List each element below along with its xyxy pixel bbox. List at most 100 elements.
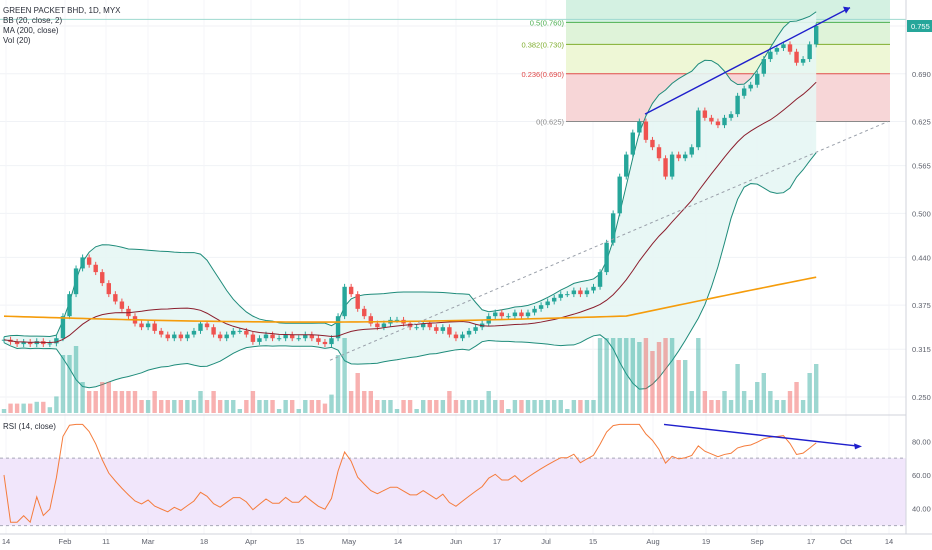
- volume-bar: [781, 400, 786, 413]
- candle-body: [781, 44, 786, 49]
- candle-body: [584, 290, 590, 295]
- volume-bar: [532, 400, 537, 413]
- candle-body: [637, 121, 642, 133]
- volume-bar: [348, 391, 354, 413]
- candle-body: [217, 334, 223, 339]
- volume-bar: [617, 338, 622, 413]
- candle-body: [165, 334, 170, 339]
- time-axis[interactable]: 14 Feb 11 Mar 18 Apr 15 May 14 Jun 17 Jul 15 Aug 19 Sep…: [2, 537, 893, 546]
- trend-lines[interactable]: [329, 6, 889, 361]
- candle-body: [715, 121, 721, 126]
- time-tick-label: Feb: [59, 537, 72, 546]
- volume-bar: [414, 409, 419, 413]
- volume-bar: [126, 391, 131, 413]
- volume-bar: [493, 400, 498, 413]
- candle-body: [100, 272, 105, 284]
- volume-bar: [434, 400, 439, 413]
- candle-body: [506, 316, 511, 318]
- time-tick-label: Aug: [646, 537, 659, 546]
- symbol-title[interactable]: GREEN PACKET BHD, 1D, MYX: [3, 6, 121, 15]
- time-tick-label: 14: [2, 537, 10, 546]
- volume-bar: [715, 400, 721, 413]
- volume-bar: [794, 382, 799, 413]
- candle-body: [28, 341, 33, 345]
- volume-bar: [47, 407, 53, 413]
- candle-body: [204, 323, 210, 328]
- candle-body: [591, 286, 596, 291]
- time-tick-label: Mar: [142, 537, 155, 546]
- volume-bar: [814, 364, 819, 413]
- candle-body: [447, 327, 452, 335]
- price-tick-label: 0.690: [912, 70, 931, 79]
- volume-bar: [244, 400, 249, 413]
- volume-bar: [335, 355, 341, 413]
- candle-body: [211, 327, 216, 335]
- candle-body: [741, 88, 747, 96]
- candle-body: [755, 73, 760, 85]
- moving-averages: [3, 81, 817, 344]
- time-tick-label: Oct: [840, 537, 853, 546]
- candle-body: [624, 154, 629, 177]
- volume-bar: [486, 391, 491, 413]
- volume-bar: [630, 338, 635, 413]
- candle-body: [728, 114, 734, 118]
- volume-bar: [224, 400, 229, 413]
- rsi-tick-label: 80.00: [912, 437, 931, 446]
- volume-bar: [643, 338, 649, 413]
- volume-bar: [597, 338, 603, 413]
- volume-bar: [728, 400, 734, 413]
- rsi-indicator: [0, 423, 906, 527]
- candle-body: [427, 323, 432, 328]
- time-tick-label: Apr: [245, 537, 257, 546]
- volume-bar: [28, 403, 33, 413]
- candle-body: [106, 283, 111, 295]
- volume-bar: [558, 400, 563, 413]
- volume-bar: [204, 400, 210, 413]
- candle-body: [558, 294, 563, 298]
- legend-ma[interactable]: MA (200, close): [3, 26, 59, 35]
- volume-bar: [735, 364, 740, 413]
- volume-bar: [774, 400, 780, 413]
- fib-level-label: 0.5(0.760): [530, 18, 565, 27]
- volume-bar: [650, 351, 655, 413]
- volume-bar: [165, 400, 170, 413]
- legend-bb[interactable]: BB (20, close, 2): [3, 16, 63, 25]
- volume-bar: [257, 400, 262, 413]
- candle-body: [466, 330, 472, 335]
- candle-body: [807, 44, 812, 60]
- candle-body: [702, 110, 708, 118]
- volume-bar: [60, 355, 66, 413]
- candle-body: [434, 327, 439, 331]
- time-tick-label: 18: [200, 537, 208, 546]
- legend-vol[interactable]: Vol (20): [3, 36, 31, 45]
- candle-body: [512, 312, 518, 317]
- price-tick-label: 0.500: [912, 209, 931, 218]
- ma200-line: [3, 276, 817, 323]
- time-tick-label: 14: [885, 537, 893, 546]
- candle-body: [145, 323, 151, 328]
- volume-bar: [683, 360, 688, 413]
- time-tick-label: Sep: [750, 537, 763, 546]
- candle-body: [303, 334, 308, 339]
- volume-bar: [355, 373, 360, 413]
- volume-bar: [1, 409, 7, 413]
- candle-body: [224, 334, 229, 339]
- volume-bar: [198, 391, 203, 413]
- candle-body: [73, 268, 79, 295]
- volume-bar: [669, 338, 675, 413]
- rsi-legend[interactable]: RSI (14, close): [3, 422, 56, 431]
- volume-bar: [329, 394, 334, 413]
- price-tick-label: 0.440: [912, 253, 931, 262]
- candle-body: [309, 334, 315, 339]
- volume-bar: [322, 403, 328, 413]
- time-tick-label: Jun: [450, 537, 462, 546]
- candle-body: [348, 286, 354, 295]
- time-tick-label: 15: [589, 537, 597, 546]
- last-price-tag: [907, 20, 932, 32]
- bollinger-lower: [3, 152, 817, 390]
- candle-body: [571, 290, 577, 295]
- price-axis[interactable]: 0.250 0.315 0.375 0.440 0.500 0.565 0.625 0.690…: [907, 20, 932, 514]
- volume-bar: [604, 338, 609, 413]
- trend-arrow-head: [843, 6, 850, 14]
